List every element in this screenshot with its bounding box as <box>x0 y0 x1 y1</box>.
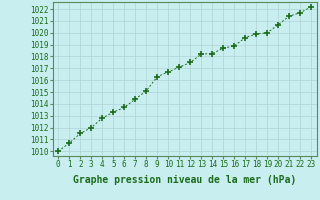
X-axis label: Graphe pression niveau de la mer (hPa): Graphe pression niveau de la mer (hPa) <box>73 175 296 185</box>
